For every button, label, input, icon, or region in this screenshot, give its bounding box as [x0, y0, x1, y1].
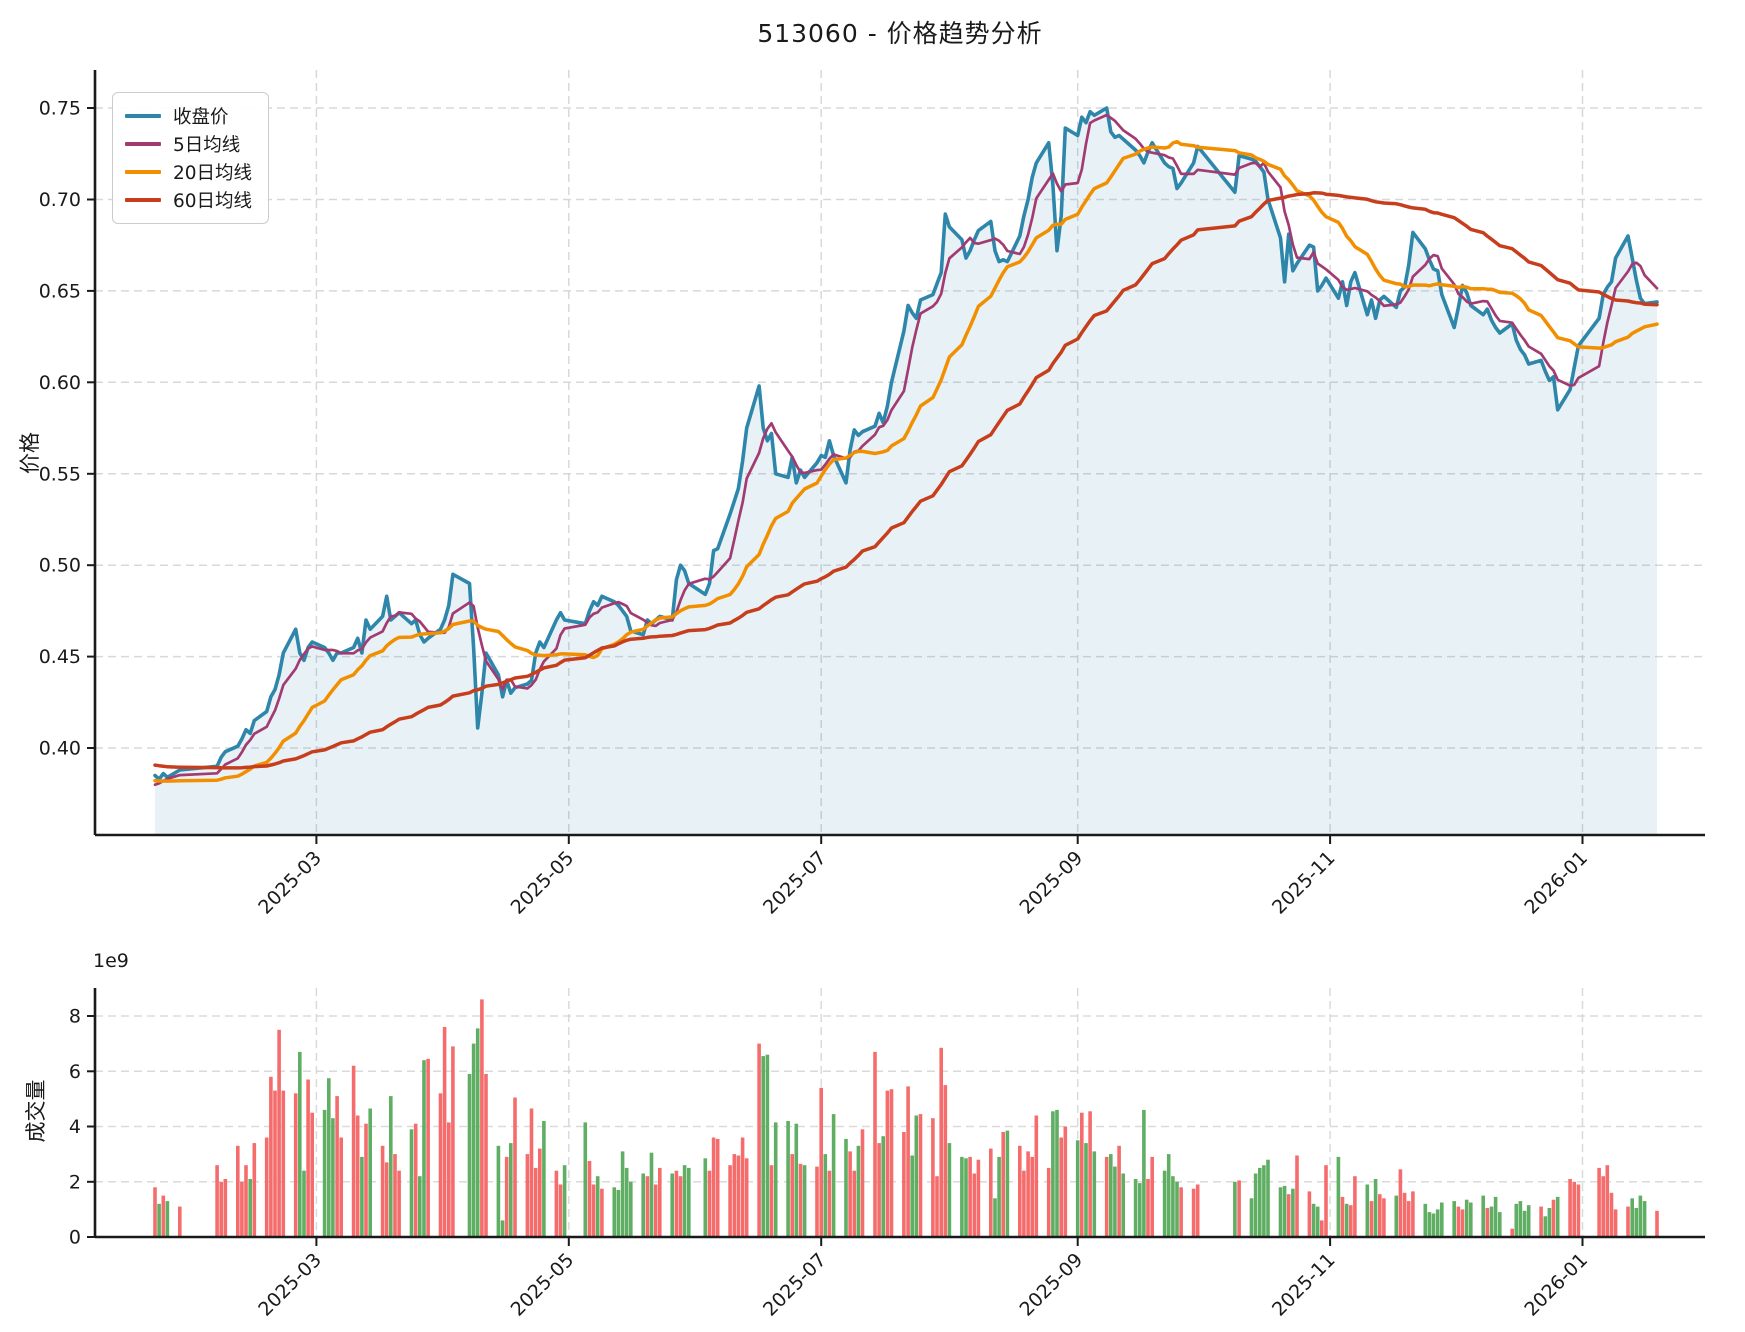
svg-text:2025-07: 2025-07 [759, 1249, 831, 1321]
price-y-ticks: 0.40 0.45 0.50 0.55 0.60 0.65 0.70 0.75 [39, 98, 95, 760]
legend-label-ma60: 60日均线 [173, 191, 253, 212]
ma60-line-swatch [125, 198, 161, 202]
svg-text:8: 8 [69, 1006, 81, 1028]
volume-x-ticks: 2025-03 2025-05 2025-07 2025-09 2025-11 2026-… [254, 1237, 1592, 1321]
svg-text:0.60: 0.60 [39, 372, 81, 394]
price-gridlines [95, 70, 1705, 835]
svg-text:2026-01: 2026-01 [1520, 847, 1592, 919]
svg-text:0.55: 0.55 [39, 463, 81, 485]
svg-text:0: 0 [69, 1227, 81, 1249]
legend-label-ma5: 5日均线 [173, 135, 241, 156]
volume-bars [153, 999, 1659, 1238]
svg-text:2025-05: 2025-05 [507, 847, 579, 919]
ma60-line [153, 191, 1659, 770]
legend-item-ma20: 20日均线 [125, 158, 252, 186]
volume-y-ticks: 0 2 4 6 8 [69, 1006, 95, 1249]
svg-text:2025-05: 2025-05 [507, 1249, 579, 1321]
volume-axis-label: 成交量 [24, 1079, 48, 1143]
svg-text:0.70: 0.70 [39, 189, 81, 211]
price-axis-label: 价格 [18, 432, 42, 474]
close-area-fill [155, 108, 1657, 835]
legend-label-ma20: 20日均线 [173, 163, 253, 184]
legend: 收盘价 5日均线 20日均线 60日均线 [112, 92, 270, 224]
svg-text:2026-01: 2026-01 [1520, 1249, 1592, 1321]
axes-spines [93, 70, 1705, 1239]
close-line-swatch [125, 114, 161, 118]
legend-item-ma5: 5日均线 [125, 130, 252, 158]
svg-text:0.50: 0.50 [39, 555, 81, 577]
svg-text:6: 6 [69, 1061, 81, 1083]
svg-text:2: 2 [69, 1171, 81, 1193]
svg-text:0.65: 0.65 [39, 280, 81, 302]
ma20-line [153, 139, 1659, 783]
ma20-line-swatch [125, 170, 161, 174]
ma5-line [153, 113, 1659, 787]
legend-label-close: 收盘价 [173, 107, 229, 128]
svg-text:0.45: 0.45 [39, 646, 81, 668]
svg-text:2025-11: 2025-11 [1268, 847, 1340, 919]
volume-scale-offset-label: 1e9 [93, 950, 129, 972]
svg-text:2025-09: 2025-09 [1016, 1249, 1088, 1321]
svg-text:4: 4 [69, 1116, 81, 1138]
price-x-ticks: 2025-03 2025-05 2025-07 2025-09 2025-11 2026-… [254, 835, 1592, 919]
ma5-line-swatch [125, 142, 161, 146]
svg-text:2025-03: 2025-03 [254, 1249, 326, 1321]
svg-text:0.75: 0.75 [39, 98, 81, 120]
legend-item-close: 收盘价 [125, 102, 252, 130]
legend-item-ma60: 60日均线 [125, 186, 252, 214]
svg-text:2025-11: 2025-11 [1268, 1249, 1340, 1321]
page-title: 513060 - 价格趋势分析 [757, 19, 1043, 48]
svg-text:2025-09: 2025-09 [1016, 847, 1088, 919]
svg-text:2025-03: 2025-03 [254, 847, 326, 919]
svg-text:2025-07: 2025-07 [759, 847, 831, 919]
close-price-line [153, 106, 1659, 781]
svg-text:0.40: 0.40 [39, 738, 81, 760]
